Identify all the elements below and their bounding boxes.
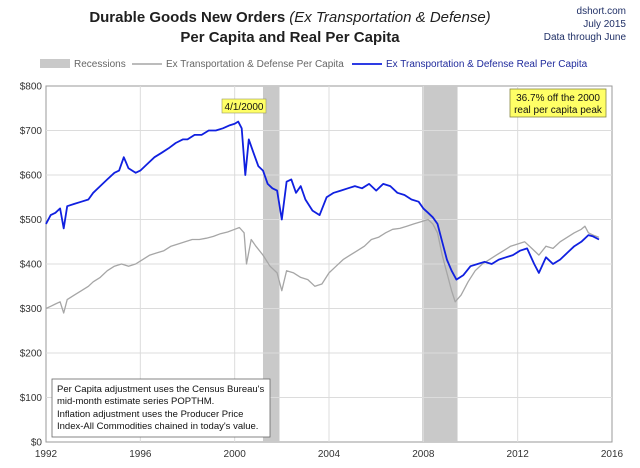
x-axis-ticks: 1992 1996 2000 2004 2008 2012 2016 — [35, 449, 624, 460]
legend-label-real: Ex Transportation & Defense Real Per Cap… — [386, 59, 588, 70]
series-line-nominal — [45, 218, 600, 314]
x-tick-label: 2004 — [318, 449, 341, 460]
note-box — [51, 378, 271, 438]
title-paren: (Ex Transportation & Defense) — [289, 9, 490, 26]
y-tick-label: $800 — [20, 82, 43, 93]
y-tick-label: $700 — [20, 126, 43, 137]
source-through: Data through June — [544, 32, 627, 43]
y-tick-label: $400 — [20, 260, 43, 271]
y-tick-label: $500 — [20, 215, 43, 226]
source-site: dshort.com — [577, 6, 626, 17]
off-peak-line2: real per capita peak — [514, 105, 603, 116]
off-peak-callout: 36.7% off the 2000 real per capita peak — [509, 88, 607, 118]
legend-label-recessions: Recessions — [74, 59, 126, 70]
y-tick-label: $200 — [20, 349, 43, 360]
chart-title: Durable Goods New Orders (Ex Transportati… — [89, 9, 490, 26]
legend-swatch-recessions — [40, 59, 70, 68]
off-peak-box — [509, 88, 607, 118]
peak-callout-box — [221, 98, 267, 114]
note-line-3: Inflation adjustment uses the Producer P… — [57, 409, 243, 420]
note-line-1: Per Capita adjustment uses the Census Bu… — [57, 384, 264, 395]
series-line-real — [45, 120, 600, 281]
chart-subtitle: Per Capita and Real Per Capita — [180, 29, 400, 46]
methodology-note: Per Capita adjustment uses the Census Bu… — [51, 378, 271, 438]
note-line-4: Index-All Commodities chained in today's… — [57, 421, 258, 432]
source-date: July 2015 — [583, 19, 626, 30]
x-tick-label: 2012 — [507, 449, 530, 460]
y-axis-ticks: $0 $100 $200 $300 $400 $500 $600 $700 $800 — [20, 82, 43, 449]
x-tick-label: 2000 — [224, 449, 247, 460]
x-tick-label: 2008 — [412, 449, 435, 460]
y-tick-label: $100 — [20, 393, 43, 404]
y-tick-label: $0 — [31, 438, 43, 449]
legend-label-nominal: Ex Transportation & Defense Per Capita — [166, 59, 344, 70]
legend: Recessions Ex Transportation & Defense P… — [40, 59, 588, 70]
note-line-2: mid-month estimate series POPTHM. — [57, 396, 214, 407]
off-peak-line1: 36.7% off the 2000 — [516, 93, 600, 104]
x-tick-label: 1996 — [129, 449, 152, 460]
peak-callout: 4/1/2000 — [221, 98, 267, 114]
y-tick-label: $300 — [20, 304, 43, 315]
title-main: Durable Goods New Orders — [89, 9, 285, 26]
series-lines — [45, 120, 600, 314]
x-tick-label: 2016 — [601, 449, 624, 460]
x-tick-label: 1992 — [35, 449, 58, 460]
peak-callout-label: 4/1/2000 — [225, 102, 264, 113]
y-tick-label: $600 — [20, 171, 43, 182]
